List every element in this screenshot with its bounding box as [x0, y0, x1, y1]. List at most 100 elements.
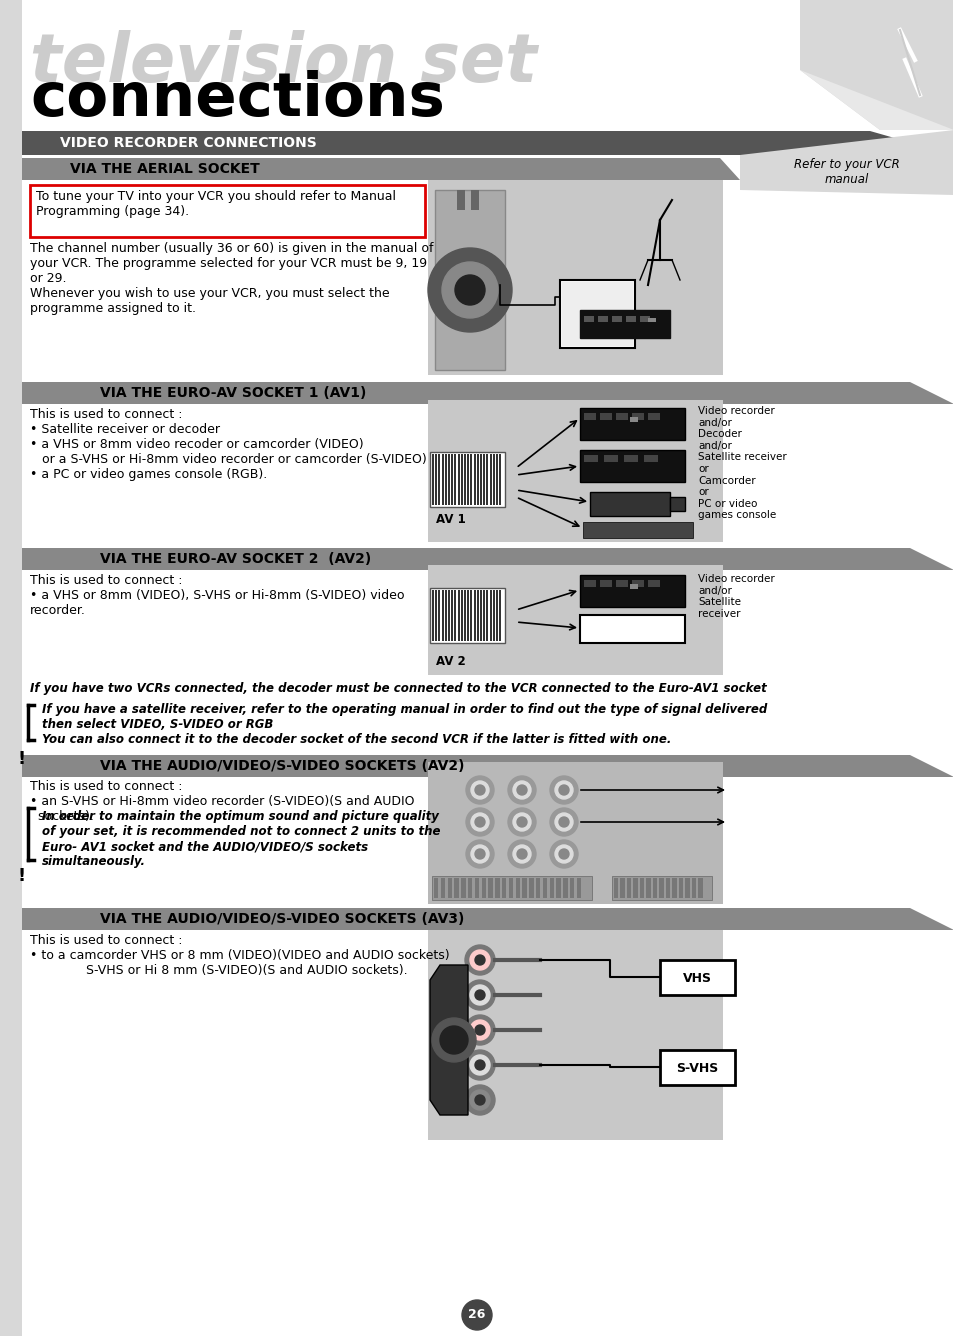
Bar — [498, 591, 500, 641]
Circle shape — [507, 840, 536, 868]
Text: If you have two VCRs connected, the decoder must be connected to the VCR connect: If you have two VCRs connected, the deco… — [30, 681, 766, 695]
Circle shape — [475, 1096, 484, 1105]
Circle shape — [555, 782, 573, 799]
Circle shape — [475, 955, 484, 965]
Bar — [460, 591, 462, 641]
Text: Refer to your VCR
manual: Refer to your VCR manual — [793, 158, 899, 186]
Bar — [647, 580, 659, 587]
Circle shape — [558, 848, 568, 859]
Polygon shape — [22, 382, 953, 403]
Circle shape — [465, 776, 494, 804]
Bar — [435, 591, 436, 641]
Bar — [473, 591, 476, 641]
Circle shape — [555, 844, 573, 863]
Polygon shape — [22, 755, 953, 778]
Bar — [482, 591, 485, 641]
Circle shape — [475, 786, 484, 795]
Bar — [430, 452, 504, 506]
Bar — [556, 878, 560, 898]
Circle shape — [470, 985, 490, 1005]
Bar — [619, 878, 624, 898]
Text: VIA THE EURO-AV SOCKET 1 (AV1): VIA THE EURO-AV SOCKET 1 (AV1) — [100, 386, 366, 399]
Polygon shape — [800, 0, 953, 130]
Bar — [549, 878, 554, 898]
Text: television set: television set — [30, 29, 537, 96]
Circle shape — [550, 776, 578, 804]
Bar — [488, 878, 493, 898]
Bar — [536, 878, 540, 898]
Bar — [0, 0, 22, 1336]
Polygon shape — [22, 908, 953, 930]
Bar — [583, 580, 596, 587]
Circle shape — [475, 818, 484, 827]
Polygon shape — [430, 965, 468, 1116]
Text: AV 2: AV 2 — [436, 655, 465, 668]
Bar — [612, 876, 711, 900]
Circle shape — [470, 1019, 490, 1039]
Bar — [467, 454, 469, 505]
Circle shape — [513, 844, 531, 863]
Polygon shape — [22, 548, 953, 570]
FancyBboxPatch shape — [30, 184, 424, 236]
Text: VIA THE AUDIO/VIDEO/S-VIDEO SOCKETS (AV3): VIA THE AUDIO/VIDEO/S-VIDEO SOCKETS (AV3… — [100, 912, 464, 926]
Bar — [456, 190, 464, 210]
Bar — [435, 190, 504, 370]
Circle shape — [465, 840, 494, 868]
Circle shape — [470, 1090, 490, 1110]
Bar — [639, 878, 644, 898]
Bar — [623, 456, 638, 462]
Bar — [669, 497, 684, 510]
Text: Video recorder
and/or
Decoder
and/or
Satellite receiver
or
Camcorder
or
PC or vi: Video recorder and/or Decoder and/or Sat… — [698, 406, 786, 521]
Bar — [496, 454, 497, 505]
Bar — [614, 878, 618, 898]
Circle shape — [461, 1300, 492, 1331]
Bar — [633, 878, 638, 898]
Bar — [659, 1050, 734, 1085]
Text: You can also connect it to the decoder socket of the second VCR if the latter is: You can also connect it to the decoder s… — [42, 733, 671, 745]
Bar — [522, 878, 526, 898]
Bar — [647, 318, 656, 322]
Bar — [432, 591, 434, 641]
Circle shape — [550, 808, 578, 836]
Bar — [665, 878, 670, 898]
Bar — [616, 413, 627, 420]
Bar — [579, 574, 684, 607]
Bar — [646, 878, 650, 898]
Circle shape — [475, 1025, 484, 1035]
Text: !: ! — [18, 749, 26, 768]
Bar — [579, 407, 684, 440]
Bar — [659, 961, 734, 995]
Bar — [438, 591, 440, 641]
Bar — [479, 591, 481, 641]
Circle shape — [464, 1050, 495, 1079]
Bar — [616, 580, 627, 587]
Text: If you have a satellite receiver, refer to the operating manual in order to find: If you have a satellite receiver, refer … — [42, 703, 766, 731]
Bar — [447, 878, 452, 898]
Circle shape — [507, 776, 536, 804]
Bar — [603, 456, 618, 462]
Bar — [598, 317, 607, 322]
Bar — [529, 878, 533, 898]
Bar — [460, 878, 465, 898]
Bar — [579, 450, 684, 482]
Text: The channel number (usually 36 or 60) is given in the manual of
your VCR. The pr: The channel number (usually 36 or 60) is… — [30, 242, 433, 315]
Circle shape — [513, 814, 531, 831]
Bar — [457, 591, 459, 641]
Bar — [481, 878, 486, 898]
Bar — [463, 454, 465, 505]
Bar — [454, 878, 458, 898]
Text: VHS: VHS — [681, 971, 711, 985]
Bar — [428, 180, 722, 375]
Bar — [438, 454, 440, 505]
Bar — [428, 930, 722, 1140]
Bar — [434, 878, 438, 898]
Bar — [479, 454, 481, 505]
Text: VIDEO RECORDER CONNECTIONS: VIDEO RECORDER CONNECTIONS — [60, 136, 316, 150]
Bar — [448, 454, 450, 505]
Bar — [470, 591, 472, 641]
Bar — [691, 878, 696, 898]
Bar — [501, 878, 506, 898]
Bar — [629, 417, 638, 422]
Text: VIA THE EURO-AV SOCKET 2  (AV2): VIA THE EURO-AV SOCKET 2 (AV2) — [100, 552, 371, 566]
Bar — [643, 456, 658, 462]
